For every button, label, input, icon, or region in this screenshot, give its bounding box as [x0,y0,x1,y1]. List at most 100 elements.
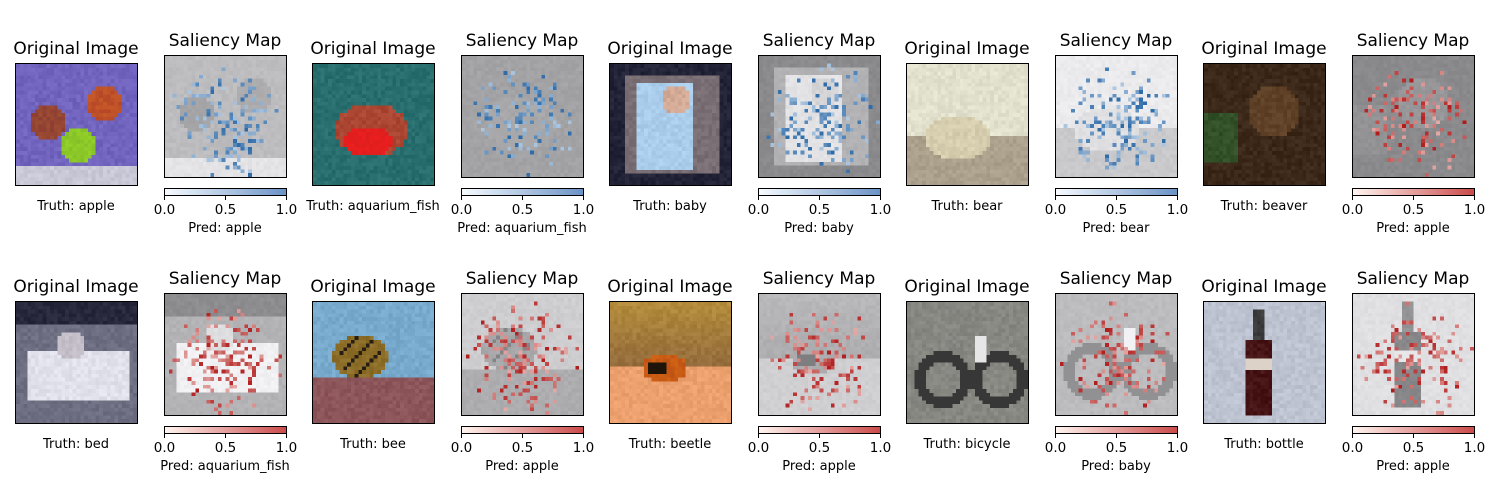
original-image-title: Original Image [607,277,733,297]
truth-label: Truth: bottle [1224,437,1304,452]
colorbar-tick-label: 1.0 [1463,202,1486,218]
colorbar-tick-mark [1177,434,1178,438]
original-image-title: Original Image [310,277,436,297]
colorbar [1352,188,1475,196]
colorbar-tick-mark [164,196,165,200]
pred-label: Pred: apple [1376,221,1450,236]
original-image [15,63,138,186]
original-image-pixels [907,302,1028,423]
saliency-map [461,293,584,416]
colorbar-tick-mark [1352,434,1353,438]
colorbar-tick-label: 1.0 [275,440,298,456]
saliency-map-pixels [1353,56,1474,177]
saliency-map-title: Saliency Map [168,269,282,289]
truth-label: Truth: aquarium_fish [306,199,440,214]
colorbar-tick-mark [583,434,584,438]
original-image [312,301,435,424]
colorbar [461,426,584,434]
colorbar-tick-mark [819,434,820,438]
colorbar-tick-label: 1.0 [869,202,892,218]
colorbar-tick-mark [758,196,759,200]
colorbar [1055,188,1178,196]
saliency-map [461,55,584,178]
original-image [906,301,1029,424]
original-image [609,301,732,424]
original-image [312,63,435,186]
saliency-map-title: Saliency Map [1356,269,1470,289]
colorbar [164,188,287,196]
colorbar-tick-mark [1055,434,1056,438]
colorbar-tick-label: 1.0 [1166,440,1189,456]
colorbar-tick-label: 0.0 [1044,440,1067,456]
colorbar-tick-mark [1116,196,1117,200]
pred-label: Pred: apple [1376,459,1450,474]
colorbar-tick-mark [286,196,287,200]
colorbar-tick-label: 1.0 [1166,202,1189,218]
truth-label: Truth: bed [43,437,109,452]
colorbar-tick-mark [164,434,165,438]
colorbar-tick-label: 1.0 [572,440,595,456]
colorbar-tick-label: 0.0 [1044,202,1067,218]
saliency-map [164,293,287,416]
pred-label: Pred: apple [485,459,559,474]
saliency-map-title: Saliency Map [762,269,876,289]
pred-label: Pred: apple [782,459,856,474]
colorbar-tick-mark [1413,196,1414,200]
colorbar-tick-label: 0.0 [450,440,473,456]
saliency-map [1055,293,1178,416]
original-image [609,63,732,186]
colorbar-tick-label: 1.0 [869,440,892,456]
colorbar-tick-label: 0.5 [1402,440,1425,456]
colorbar-tick-label: 1.0 [572,202,595,218]
saliency-map-pixels [759,294,880,415]
original-image-title: Original Image [1201,39,1327,59]
original-image-pixels [610,302,731,423]
truth-label: Truth: bear [931,199,1003,214]
pred-label: Pred: aquarium_fish [160,459,290,474]
colorbar-tick-mark [583,196,584,200]
colorbar-tick-label: 0.5 [511,202,534,218]
saliency-map-title: Saliency Map [1059,31,1173,51]
colorbar-tick-mark [1352,196,1353,200]
colorbar-tick-label: 0.0 [747,440,770,456]
original-image-title: Original Image [13,39,139,59]
colorbar-tick-label: 0.0 [450,202,473,218]
colorbar-tick-label: 0.5 [214,440,237,456]
original-image-pixels [16,64,137,185]
colorbar-tick-label: 0.5 [1402,202,1425,218]
colorbar [758,426,881,434]
original-image-pixels [610,64,731,185]
colorbar-tick-mark [1116,434,1117,438]
original-image [1203,301,1326,424]
colorbar-tick-mark [819,196,820,200]
saliency-map [1352,55,1475,178]
original-image [906,63,1029,186]
saliency-map-title: Saliency Map [168,31,282,51]
pred-label: Pred: bear [1082,221,1150,236]
colorbar-tick-label: 0.0 [153,440,176,456]
colorbar-tick-mark [225,434,226,438]
saliency-map-pixels [462,56,583,177]
colorbar-tick-label: 0.5 [808,440,831,456]
saliency-map-pixels [1056,294,1177,415]
colorbar-tick-mark [1177,196,1178,200]
colorbar [164,426,287,434]
colorbar-tick-mark [758,434,759,438]
saliency-map-pixels [1353,294,1474,415]
saliency-map [758,293,881,416]
pred-label: Pred: baby [1081,459,1151,474]
colorbar-tick-mark [522,196,523,200]
colorbar-tick-mark [880,196,881,200]
original-image-title: Original Image [310,39,436,59]
colorbar-tick-label: 0.5 [1105,202,1128,218]
saliency-map-title: Saliency Map [1059,269,1173,289]
pred-label: Pred: baby [784,221,854,236]
original-image-pixels [16,302,137,423]
original-image-pixels [313,302,434,423]
truth-label: Truth: beaver [1220,199,1308,214]
colorbar-tick-mark [225,196,226,200]
saliency-map [758,55,881,178]
colorbar-tick-mark [522,434,523,438]
original-image-title: Original Image [607,39,733,59]
colorbar-tick-label: 0.5 [214,202,237,218]
